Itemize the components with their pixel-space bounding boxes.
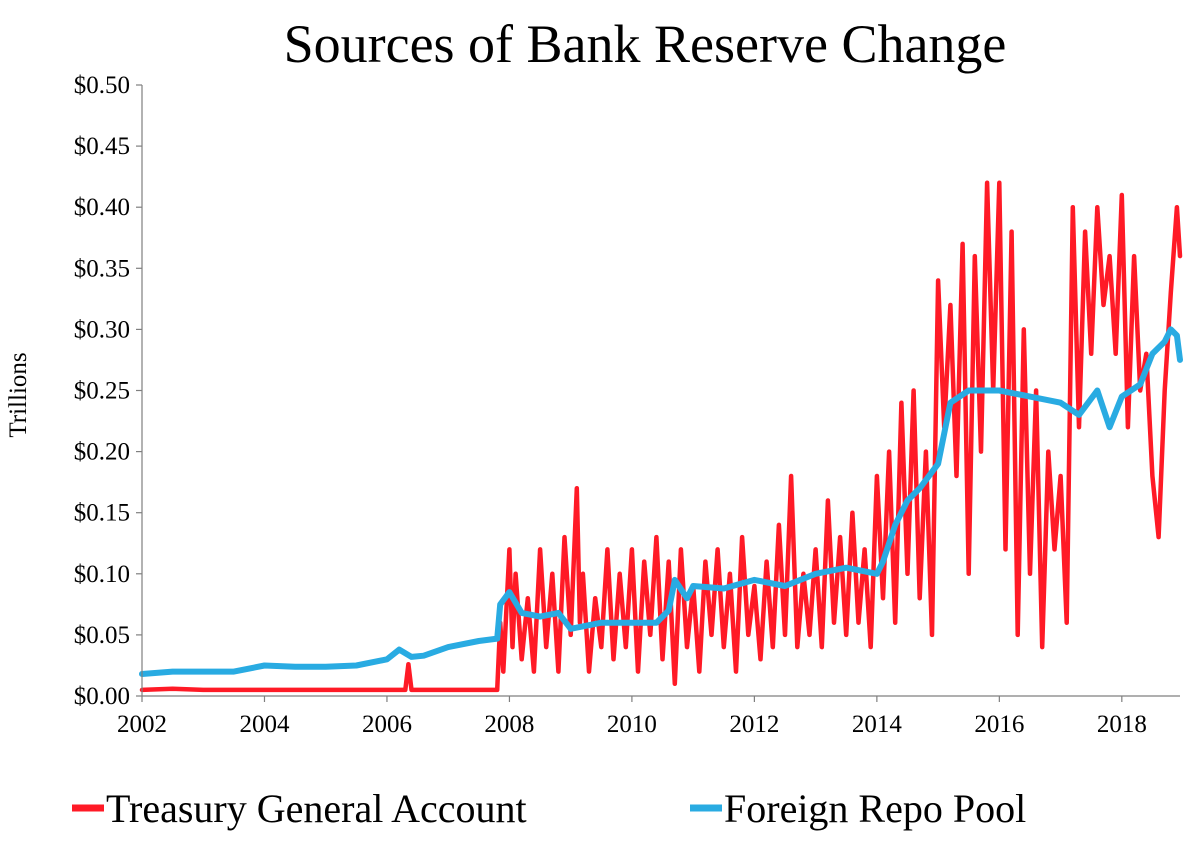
chart-title: Sources of Bank Reserve Change <box>284 14 1007 74</box>
y-tick-label: $0.30 <box>74 316 130 343</box>
y-tick-label: $0.10 <box>74 561 130 588</box>
x-axis: 2002 2004 2006 2008 2010 2012 2014 2016 2018 <box>117 696 1147 738</box>
legend-label: Foreign Repo Pool <box>724 786 1026 831</box>
y-tick-label: $0.35 <box>74 255 130 282</box>
y-tick-label: $0.20 <box>74 439 130 466</box>
y-tick-label: $0.40 <box>74 194 130 221</box>
y-tick-label: $0.50 <box>74 72 130 99</box>
y-tick-label: $0.05 <box>74 622 130 649</box>
y-tick-label: $0.45 <box>74 133 130 160</box>
x-tick-label: 2018 <box>1097 711 1147 738</box>
x-tick-label: 2002 <box>117 711 167 738</box>
x-tick-label: 2004 <box>239 711 290 738</box>
series-line-treasury-general-account <box>139 180 1183 693</box>
x-tick-label: 2014 <box>852 711 903 738</box>
y-axis: $0.00 $0.05 $0.10 $0.15 $0.20 $0.25 $0.30 $0.35… <box>74 72 142 710</box>
y-tick-label: $0.15 <box>74 500 130 527</box>
y-axis-label: Trillions <box>5 352 32 437</box>
y-tick-label: $0.25 <box>74 378 130 405</box>
x-tick-label: 2016 <box>974 711 1024 738</box>
x-tick-label: 2010 <box>607 711 657 738</box>
x-tick-label: 2006 <box>362 711 412 738</box>
legend: Treasury General Account Foreign Repo Poo… <box>72 786 1026 831</box>
x-tick-label: 2012 <box>729 711 779 738</box>
plot-area <box>139 180 1183 693</box>
legend-label: Treasury General Account <box>106 786 527 831</box>
series-line-foreign-repo-pool <box>139 326 1183 677</box>
y-tick-label: $0.00 <box>74 683 130 710</box>
x-tick-label: 2008 <box>484 711 534 738</box>
